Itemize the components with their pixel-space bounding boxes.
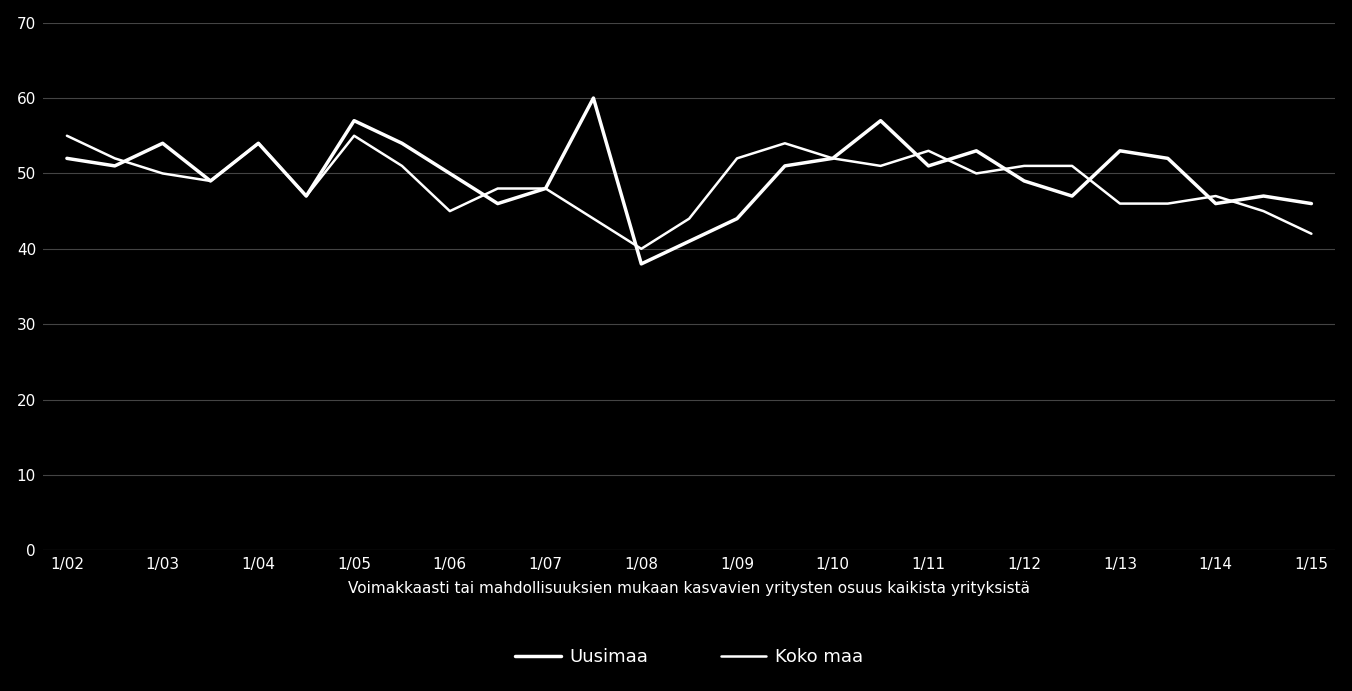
Uusimaa [633, 260, 649, 268]
Uusimaa [346, 117, 362, 125]
Koko maa [1160, 200, 1176, 208]
Uusimaa [1017, 177, 1033, 185]
Uusimaa [299, 192, 315, 200]
Uusimaa [1160, 154, 1176, 162]
Koko maa [681, 214, 698, 223]
Uusimaa [538, 184, 554, 193]
Koko maa [489, 184, 506, 193]
Uusimaa [442, 169, 458, 178]
Koko maa [633, 245, 649, 253]
Koko maa [107, 154, 123, 162]
Koko maa [968, 169, 984, 178]
Koko maa [1256, 207, 1272, 216]
Uusimaa [1207, 200, 1224, 208]
Uusimaa [1064, 192, 1080, 200]
Koko maa [1111, 200, 1128, 208]
Koko maa [442, 207, 458, 216]
Koko maa [1064, 162, 1080, 170]
Uusimaa [585, 94, 602, 102]
Uusimaa [203, 177, 219, 185]
Koko maa [1017, 162, 1033, 170]
Uusimaa [872, 117, 888, 125]
Koko maa [393, 162, 410, 170]
Uusimaa [825, 154, 841, 162]
Uusimaa [154, 139, 170, 147]
Uusimaa [1303, 200, 1320, 208]
X-axis label: Voimakkaasti tai mahdollisuuksien mukaan kasvavien yritysten osuus kaikista yrit: Voimakkaasti tai mahdollisuuksien mukaan… [349, 580, 1030, 596]
Koko maa [1207, 192, 1224, 200]
Koko maa [777, 139, 794, 147]
Koko maa [825, 154, 841, 162]
Uusimaa [393, 139, 410, 147]
Uusimaa [777, 162, 794, 170]
Koko maa [250, 139, 266, 147]
Koko maa [299, 192, 315, 200]
Koko maa [729, 154, 745, 162]
Uusimaa [921, 162, 937, 170]
Uusimaa [729, 214, 745, 223]
Uusimaa [107, 162, 123, 170]
Koko maa [58, 131, 74, 140]
Uusimaa [58, 154, 74, 162]
Line: Koko maa: Koko maa [66, 135, 1311, 249]
Uusimaa [968, 146, 984, 155]
Koko maa [538, 184, 554, 193]
Koko maa [921, 146, 937, 155]
Koko maa [346, 131, 362, 140]
Uusimaa [1111, 146, 1128, 155]
Uusimaa [1256, 192, 1272, 200]
Koko maa [585, 214, 602, 223]
Koko maa [872, 162, 888, 170]
Koko maa [203, 177, 219, 185]
Uusimaa [250, 139, 266, 147]
Uusimaa [489, 200, 506, 208]
Uusimaa [681, 237, 698, 245]
Koko maa [154, 169, 170, 178]
Legend: Uusimaa, Koko maa: Uusimaa, Koko maa [508, 641, 871, 673]
Line: Uusimaa: Uusimaa [66, 98, 1311, 264]
Koko maa [1303, 229, 1320, 238]
